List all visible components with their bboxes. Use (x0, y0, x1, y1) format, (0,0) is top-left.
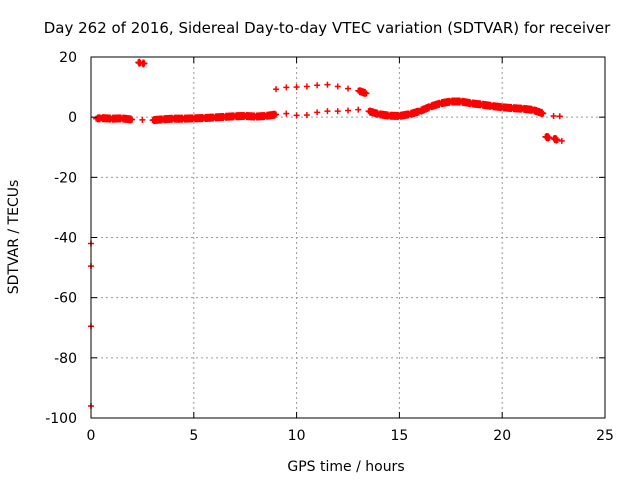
series-sdtvar (88, 58, 565, 409)
chart-title: Day 262 of 2016, Sidereal Day-to-day VTE… (44, 19, 611, 37)
y-tick-label: -80 (54, 351, 77, 367)
x-tick-label: 20 (493, 428, 511, 444)
y-tick-label: 20 (59, 50, 77, 66)
x-tick-label: 10 (288, 428, 306, 444)
x-axis-label: GPS time / hours (287, 459, 404, 475)
y-axis-label: SDTVAR / TECUs (6, 180, 22, 295)
y-tick-label: 0 (68, 110, 77, 126)
plot-frame (90, 56, 606, 419)
y-tick-label: -100 (45, 411, 77, 427)
x-tick-label: 0 (87, 428, 96, 444)
x-tick-label: 25 (596, 428, 614, 444)
y-tick-label: -40 (54, 231, 77, 247)
data-points (88, 58, 565, 409)
x-tick-label: 15 (390, 428, 408, 444)
x-tick-label: 5 (189, 428, 198, 444)
y-tick-label: -60 (54, 291, 77, 307)
y-tick-label: -20 (54, 170, 77, 186)
tick-labels: -100 -80 -60 -40 -20 0 20 0 5 10 15 20 25 (45, 50, 614, 444)
